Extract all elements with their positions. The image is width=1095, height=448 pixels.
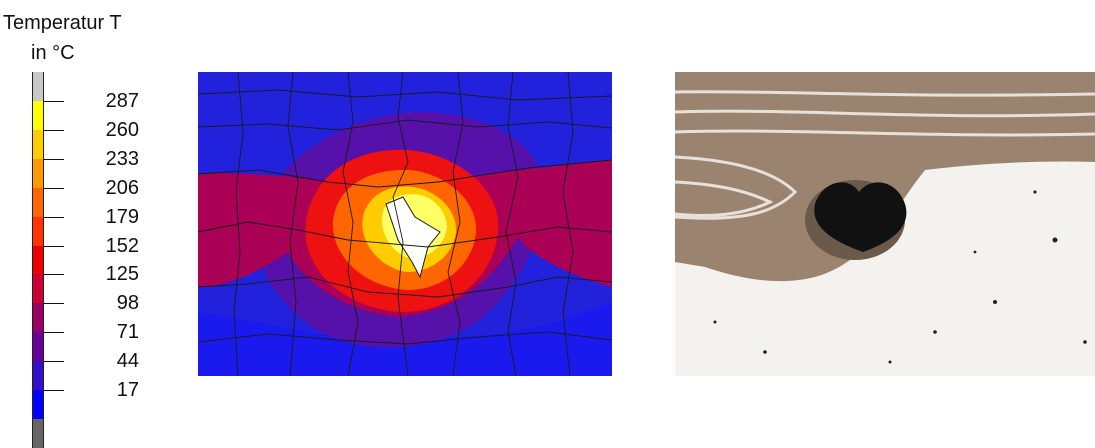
legend-title-line1: Temperatur T xyxy=(3,12,122,34)
legend-tick xyxy=(44,361,64,363)
legend-tick-label: 287 xyxy=(105,89,139,112)
legend-swatch xyxy=(32,187,44,218)
legend-swatch xyxy=(32,419,44,448)
fem-lower-region xyxy=(198,302,612,376)
legend-swatch xyxy=(32,245,44,275)
legend-swatch xyxy=(32,72,44,102)
legend-title-line2: in °C xyxy=(31,42,75,64)
legend-swatch xyxy=(32,390,44,420)
legend-tick-label: 44 xyxy=(116,350,139,373)
legend-tick-label: 125 xyxy=(105,263,139,286)
legend-tick xyxy=(44,332,64,334)
legend-tick-label: 260 xyxy=(105,118,139,141)
legend-tick xyxy=(44,129,64,131)
micrograph-image xyxy=(675,72,1095,376)
legend-tick-label: 179 xyxy=(105,205,139,228)
legend-swatch xyxy=(32,332,44,362)
legend-swatch xyxy=(32,100,44,131)
fem-temperature-plot xyxy=(198,72,612,376)
legend-tick xyxy=(44,216,64,218)
micrograph-layer-lines xyxy=(675,90,1095,220)
micrograph-specks xyxy=(713,190,1087,364)
legend-tick-label: 233 xyxy=(105,147,139,170)
legend-swatch xyxy=(32,274,44,304)
legend-tick xyxy=(44,303,64,305)
legend-tick xyxy=(44,158,64,160)
legend-tick xyxy=(44,274,64,276)
legend-tick-label: 71 xyxy=(116,321,139,344)
legend-swatch xyxy=(32,216,44,247)
legend-tick xyxy=(44,390,64,392)
micrograph-layered-region xyxy=(675,72,1095,282)
legend-swatch xyxy=(32,129,44,160)
legend-tick xyxy=(44,187,64,189)
legend-swatch xyxy=(32,361,44,391)
legend-swatch xyxy=(32,303,44,333)
legend-tick-label: 98 xyxy=(116,292,139,315)
legend-tick xyxy=(44,245,64,247)
fem-mesh xyxy=(198,72,612,376)
legend-tick-label: 206 xyxy=(105,176,139,199)
legend-swatch xyxy=(32,158,44,189)
temperature-color-legend xyxy=(32,72,44,448)
micrograph-pore xyxy=(814,182,907,252)
legend-tick xyxy=(44,100,64,102)
legend-tick-label: 152 xyxy=(105,234,139,257)
legend-tick-label: 17 xyxy=(116,379,139,402)
